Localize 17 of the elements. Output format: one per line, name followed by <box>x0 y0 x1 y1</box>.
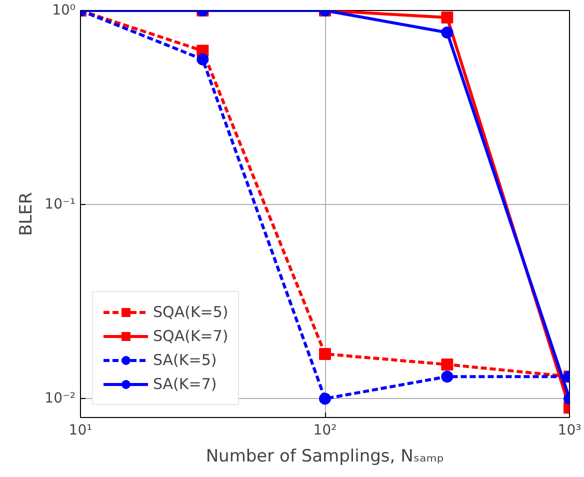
point <box>441 358 454 371</box>
legend-label: SA(K=7) <box>153 375 217 393</box>
x-tick-label: 10¹ <box>68 422 92 438</box>
x-tick-label: 10³ <box>558 422 582 438</box>
legend-label: SQA(K=5) <box>153 303 228 321</box>
y-tick-label: 10⁻¹ <box>44 196 76 213</box>
legend-label: SA(K=5) <box>153 351 217 369</box>
legend-label: SQA(K=7) <box>153 327 228 345</box>
x-tick-label: 10² <box>313 422 337 438</box>
point <box>196 53 209 66</box>
y-tick-label: 10⁻² <box>44 390 76 407</box>
x-axis-title: Number of Samplings, Nₛₐₘₚ <box>206 446 444 466</box>
y-tick-label: 10⁰ <box>52 2 76 18</box>
y-axis-title: BLER <box>16 192 37 236</box>
point <box>441 370 454 383</box>
point <box>319 348 331 360</box>
point <box>319 392 331 405</box>
